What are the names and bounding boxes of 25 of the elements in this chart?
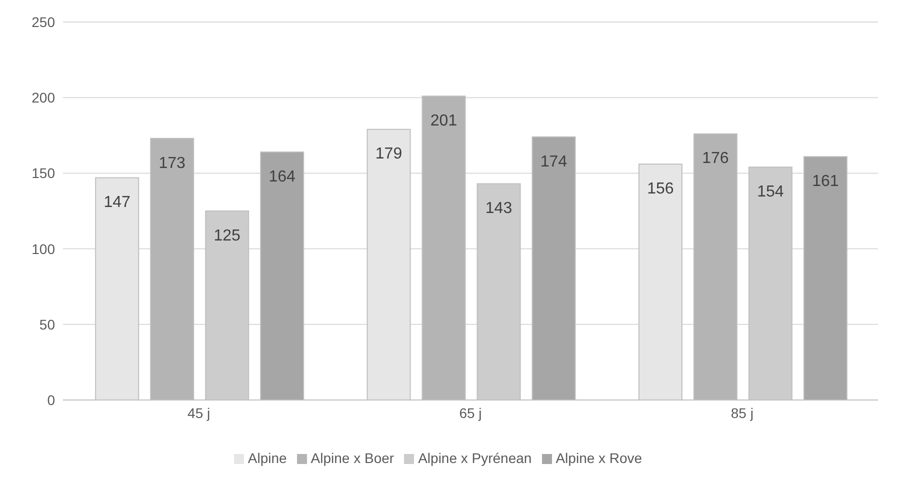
legend-label: Alpine <box>248 450 287 466</box>
data-label: 147 <box>104 194 131 212</box>
data-label: 156 <box>647 180 674 198</box>
x-tick-label: 85 j <box>730 404 754 421</box>
data-label: 173 <box>158 154 186 172</box>
y-tick-label: 0 <box>47 392 56 408</box>
data-label: 143 <box>485 200 512 218</box>
y-tick-label: 50 <box>39 316 56 332</box>
x-tick-label: 65 j <box>459 404 482 421</box>
y-tick-label: 150 <box>32 165 56 182</box>
y-tick-label: 200 <box>32 90 56 106</box>
data-label: 161 <box>812 172 839 190</box>
x-tick-label: 45 j <box>188 404 210 421</box>
legend-label: Alpine x Pyrénean <box>418 450 532 466</box>
y-tick-label: 100 <box>32 240 56 257</box>
data-label: 179 <box>375 146 402 163</box>
y-tick-label: 250 <box>32 14 56 30</box>
data-label: 125 <box>214 227 241 244</box>
data-label: 201 <box>430 112 458 130</box>
data-label: 174 <box>540 153 568 170</box>
data-label: 164 <box>268 168 296 186</box>
legend-label: Alpine x Boer <box>310 450 394 466</box>
data-label: 154 <box>757 184 784 201</box>
legend-label: Alpine x Rove <box>556 450 642 466</box>
data-label: 176 <box>702 150 729 168</box>
